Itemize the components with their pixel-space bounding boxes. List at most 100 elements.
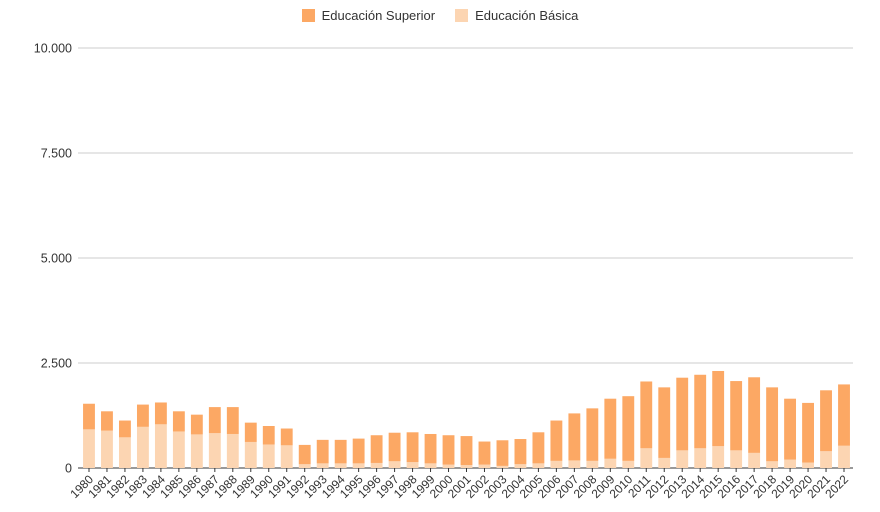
bar-superior-2011 <box>640 381 653 449</box>
bar-superior-2019 <box>784 398 797 460</box>
bar-superior-2013 <box>676 377 689 451</box>
bar-basica-1987 <box>208 433 221 468</box>
bar-superior-2004 <box>514 439 527 465</box>
bar-superior-2007 <box>568 413 581 461</box>
bar-superior-1984 <box>154 402 167 425</box>
bar-basica-1993 <box>316 463 329 468</box>
bar-superior-1994 <box>334 439 347 464</box>
bar-basica-1986 <box>190 434 203 468</box>
bar-superior-2014 <box>694 374 707 449</box>
bar-superior-2010 <box>622 396 635 461</box>
legend-swatch-superior <box>301 9 315 22</box>
bar-superior-1998 <box>406 432 419 463</box>
bar-superior-2008 <box>586 408 599 461</box>
bar-basica-1981 <box>101 430 113 468</box>
bar-basica-1999 <box>424 463 437 468</box>
bar-superior-2020 <box>802 402 814 463</box>
bar-superior-1997 <box>388 432 401 462</box>
bar-basica-2002 <box>478 464 491 468</box>
bar-superior-1986 <box>190 414 203 435</box>
bar-basica-2013 <box>676 450 689 468</box>
y-tick-label: 10.000 <box>34 42 72 56</box>
bar-superior-2015 <box>712 370 725 447</box>
bar-basica-2001 <box>460 465 473 468</box>
bar-basica-1989 <box>244 441 257 468</box>
bar-basica-2011 <box>640 448 653 468</box>
y-tick-label: 7.500 <box>41 147 72 161</box>
bar-superior-1987 <box>208 407 221 434</box>
bar-basica-2008 <box>586 460 599 468</box>
bar-basica-2007 <box>568 460 581 468</box>
bar-basica-2016 <box>730 450 743 468</box>
legend: Educación Superior Educación Básica <box>0 8 880 23</box>
bar-superior-2006 <box>550 420 563 461</box>
bar-superior-2022 <box>838 384 850 446</box>
bar-basica-1990 <box>262 444 275 468</box>
bar-superior-2021 <box>820 390 832 452</box>
bar-superior-1985 <box>172 411 185 432</box>
bar-basica-1996 <box>370 462 383 468</box>
bar-basica-2003 <box>496 465 509 468</box>
bar-basica-2017 <box>748 452 761 468</box>
bar-superior-2018 <box>766 387 779 462</box>
bar-basica-1991 <box>280 445 293 468</box>
bar-superior-1990 <box>262 426 275 445</box>
bar-superior-1995 <box>352 438 365 464</box>
bar-basica-1997 <box>388 461 401 468</box>
bar-basica-2006 <box>550 460 563 468</box>
bar-superior-2000 <box>442 435 455 465</box>
bar-basica-1984 <box>154 424 167 468</box>
bar-basica-2010 <box>622 460 635 468</box>
y-tick-label: 0 <box>65 462 72 476</box>
bar-basica-1988 <box>226 433 239 468</box>
legend-item-basica[interactable]: Educación Básica <box>455 8 578 23</box>
bar-superior-2003 <box>496 440 509 466</box>
legend-label-basica: Educación Básica <box>475 8 579 23</box>
legend-label-superior: Educación Superior <box>321 8 436 23</box>
bar-basica-2019 <box>784 459 797 468</box>
bar-basica-1992 <box>298 464 311 468</box>
bar-superior-2001 <box>460 436 473 466</box>
bar-superior-1999 <box>424 433 437 464</box>
bar-basica-1982 <box>119 437 131 468</box>
bar-basica-2004 <box>514 464 527 468</box>
bar-basica-1995 <box>352 463 365 468</box>
bar-basica-2012 <box>658 457 671 468</box>
bar-superior-2002 <box>478 441 491 465</box>
bar-superior-1992 <box>298 444 311 465</box>
bar-superior-1988 <box>226 407 239 434</box>
bar-basica-1983 <box>136 426 149 468</box>
bar-superior-1993 <box>316 439 329 464</box>
bar-superior-2017 <box>748 377 761 453</box>
bar-superior-1981 <box>101 411 113 431</box>
bar-basica-2018 <box>766 461 779 468</box>
bar-superior-1980 <box>83 403 95 430</box>
bar-basica-2009 <box>604 458 617 468</box>
bar-basica-2021 <box>820 451 832 468</box>
bar-superior-2016 <box>730 381 743 451</box>
bar-superior-2005 <box>532 432 545 464</box>
legend-item-superior[interactable]: Educación Superior <box>301 8 436 23</box>
bar-basica-2000 <box>442 464 455 468</box>
legend-swatch-basica <box>455 9 469 22</box>
y-tick-label: 5.000 <box>41 252 72 266</box>
bar-superior-1996 <box>370 435 383 463</box>
bar-basica-2022 <box>838 445 850 468</box>
y-tick-label: 2.500 <box>41 357 72 371</box>
bar-superior-1989 <box>244 422 257 442</box>
bar-basica-1998 <box>406 462 419 468</box>
bar-basica-1980 <box>83 429 95 468</box>
bar-basica-1985 <box>172 431 185 468</box>
bar-superior-1983 <box>136 404 149 427</box>
bar-basica-1994 <box>334 463 347 468</box>
bar-basica-2014 <box>694 448 707 468</box>
bar-superior-1991 <box>280 428 293 446</box>
bar-superior-2009 <box>604 398 617 459</box>
bar-superior-1982 <box>119 420 131 438</box>
bar-basica-2015 <box>712 446 725 468</box>
bar-basica-2020 <box>802 462 814 468</box>
bar-superior-2012 <box>658 387 671 458</box>
bar-basica-2005 <box>532 463 545 468</box>
